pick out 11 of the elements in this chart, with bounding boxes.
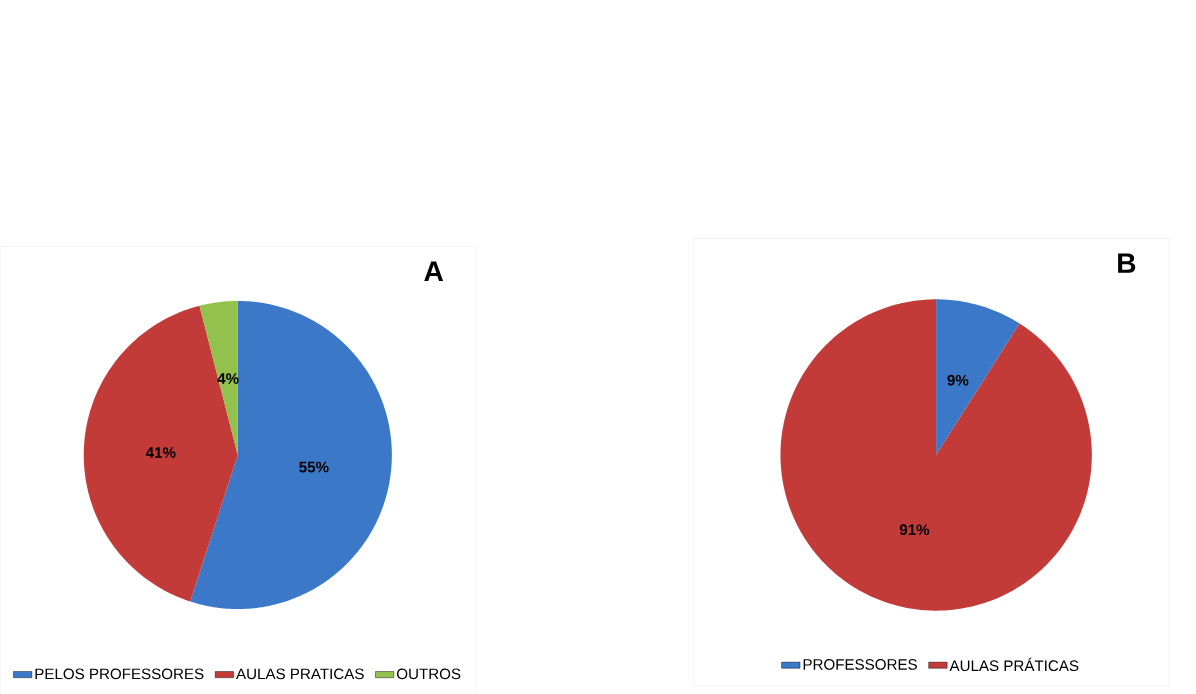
data-label: 55%: [299, 461, 329, 473]
legend-label: AULAS PRÁTICAS: [949, 657, 1079, 671]
data-label: 9%: [947, 374, 969, 386]
chart-title: B: [1118, 253, 1136, 273]
data-label: 91%: [899, 524, 930, 535]
legend-label: PELOS PROFESSORES: [35, 668, 204, 680]
legend-label: OUTROS: [397, 668, 461, 680]
legend-label: AULAS PRATICAS: [236, 668, 364, 680]
data-label: 41%: [145, 447, 176, 458]
chart-title: A: [424, 261, 444, 281]
legend-label: PROFESSORES: [803, 658, 917, 670]
